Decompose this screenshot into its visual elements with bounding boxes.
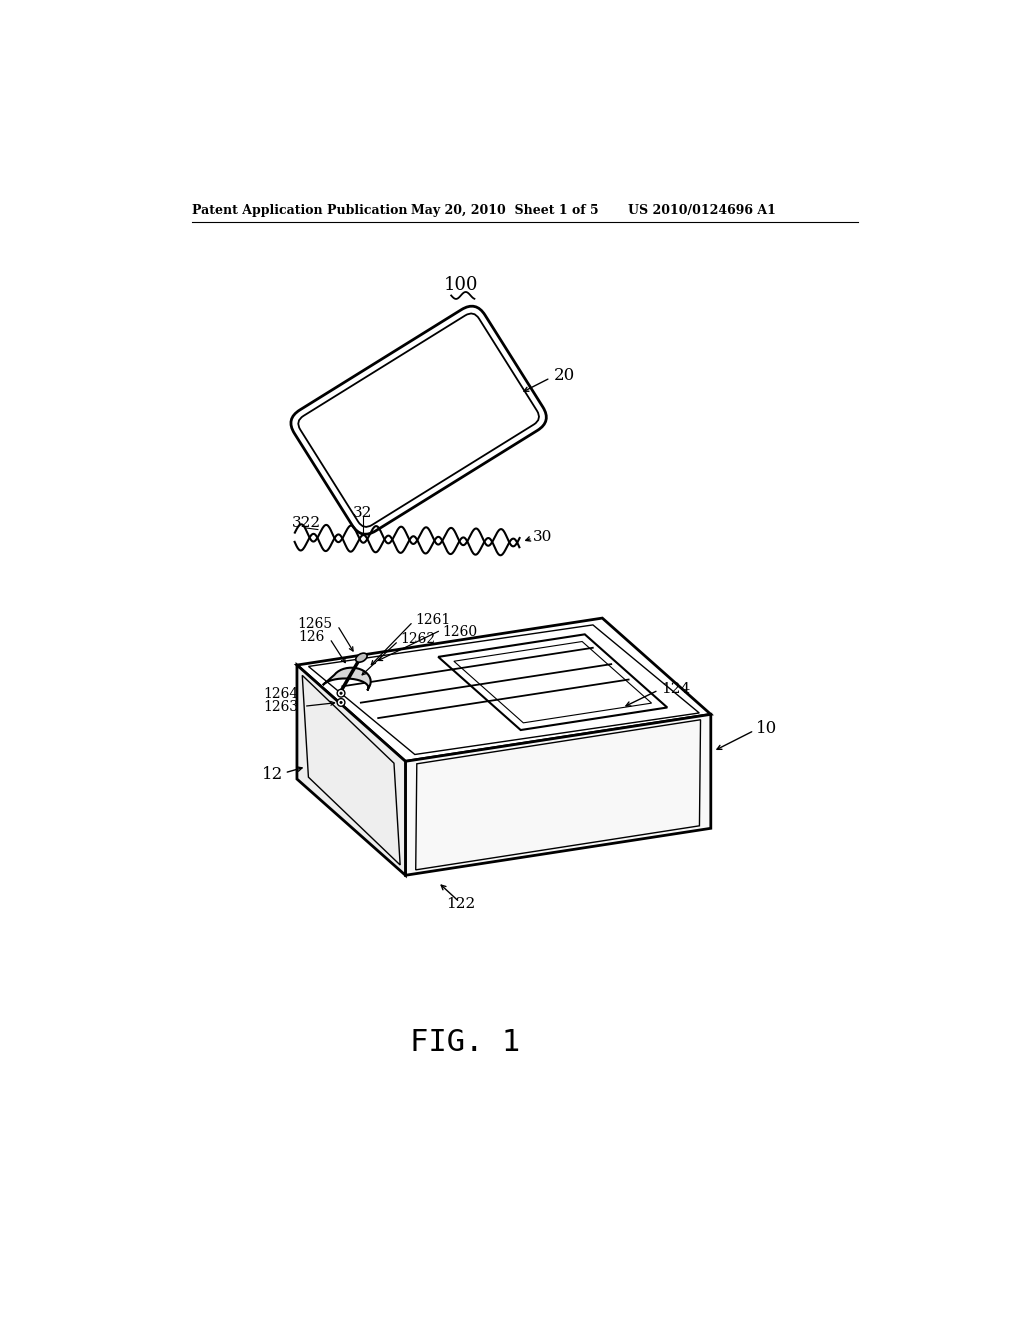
FancyBboxPatch shape — [291, 306, 547, 535]
Text: 1260: 1260 — [442, 624, 477, 639]
Polygon shape — [438, 635, 668, 730]
Text: 124: 124 — [660, 681, 690, 696]
Text: 1265: 1265 — [297, 616, 332, 631]
Text: 1262: 1262 — [400, 632, 435, 647]
Text: May 20, 2010  Sheet 1 of 5: May 20, 2010 Sheet 1 of 5 — [411, 205, 598, 218]
Circle shape — [337, 689, 345, 697]
Ellipse shape — [355, 653, 368, 663]
Text: 122: 122 — [446, 896, 476, 911]
Circle shape — [340, 701, 342, 704]
Polygon shape — [297, 618, 711, 762]
Text: 10: 10 — [756, 719, 777, 737]
Text: 32: 32 — [353, 506, 373, 520]
Text: 30: 30 — [534, 531, 553, 544]
Text: 1261: 1261 — [416, 612, 451, 627]
Text: 1264: 1264 — [263, 686, 298, 701]
Text: 126: 126 — [298, 630, 325, 644]
Polygon shape — [297, 665, 406, 875]
Text: 20: 20 — [554, 367, 575, 384]
Circle shape — [340, 692, 342, 694]
Text: 12: 12 — [262, 766, 283, 783]
Circle shape — [337, 698, 345, 706]
Text: Patent Application Publication: Patent Application Publication — [191, 205, 408, 218]
Text: US 2010/0124696 A1: US 2010/0124696 A1 — [628, 205, 776, 218]
Polygon shape — [323, 668, 371, 690]
Text: FIG. 1: FIG. 1 — [410, 1028, 520, 1057]
Text: 100: 100 — [444, 276, 478, 294]
Text: 1263: 1263 — [263, 700, 298, 714]
Text: 322: 322 — [292, 516, 321, 529]
Polygon shape — [406, 714, 711, 875]
